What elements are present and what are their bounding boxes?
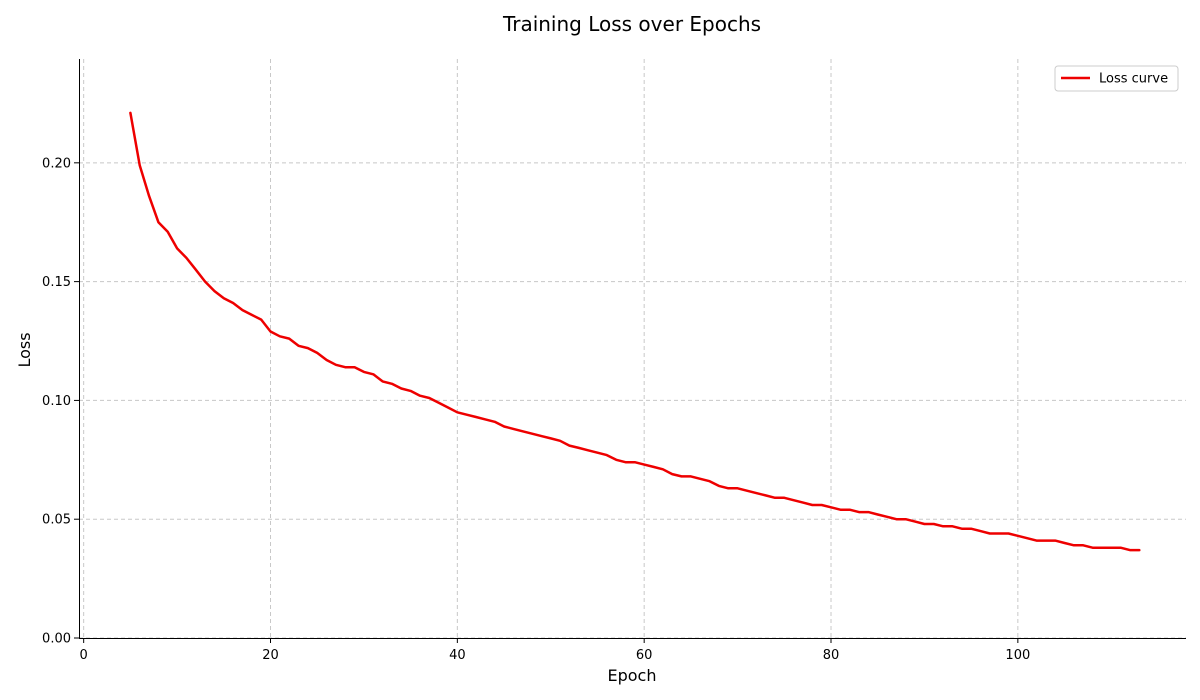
x-tick-label: 20 (262, 648, 279, 663)
y-tick-label: 0.10 (42, 394, 71, 409)
y-tick-label: 0.15 (42, 275, 71, 290)
chart-title: Training Loss over Epochs (502, 12, 761, 36)
loss-curve-line (129, 111, 1141, 552)
legend-box (1054, 65, 1179, 92)
x-axis-label: Epoch (608, 666, 657, 685)
x-tick-label: 0 (80, 648, 88, 663)
y-tick-label: 0.20 (42, 156, 71, 171)
x-tick-label: 80 (823, 648, 840, 663)
y-tick-label: 0.05 (42, 513, 71, 528)
grid (79, 59, 1186, 639)
axes (79, 59, 1186, 639)
legend-label: Loss curve (1099, 72, 1168, 87)
y-tick-label: 0.00 (42, 632, 71, 647)
x-tick-label: 40 (449, 648, 466, 663)
x-ticks: 0 20 40 60 80 100 (80, 638, 1030, 663)
x-tick-label: 100 (1005, 648, 1030, 663)
y-axis-label: Loss (15, 332, 34, 367)
y-ticks: 0.00 0.05 0.10 0.15 0.20 (42, 156, 79, 647)
series (129, 111, 1141, 552)
x-tick-label: 60 (636, 648, 653, 663)
legend: Loss curve (1054, 65, 1179, 92)
